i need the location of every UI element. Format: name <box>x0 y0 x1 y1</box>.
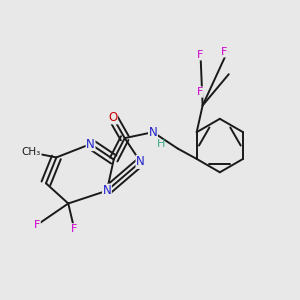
Text: N: N <box>86 138 95 151</box>
Text: F: F <box>71 224 77 234</box>
Text: O: O <box>108 111 118 124</box>
Text: N: N <box>136 155 145 168</box>
Text: N: N <box>103 184 111 197</box>
Text: H: H <box>157 139 166 149</box>
Text: F: F <box>221 47 227 57</box>
Text: F: F <box>196 87 203 97</box>
Text: F: F <box>197 50 204 60</box>
Text: CH₃: CH₃ <box>22 147 41 158</box>
Text: N: N <box>148 126 157 139</box>
Text: F: F <box>34 220 40 230</box>
